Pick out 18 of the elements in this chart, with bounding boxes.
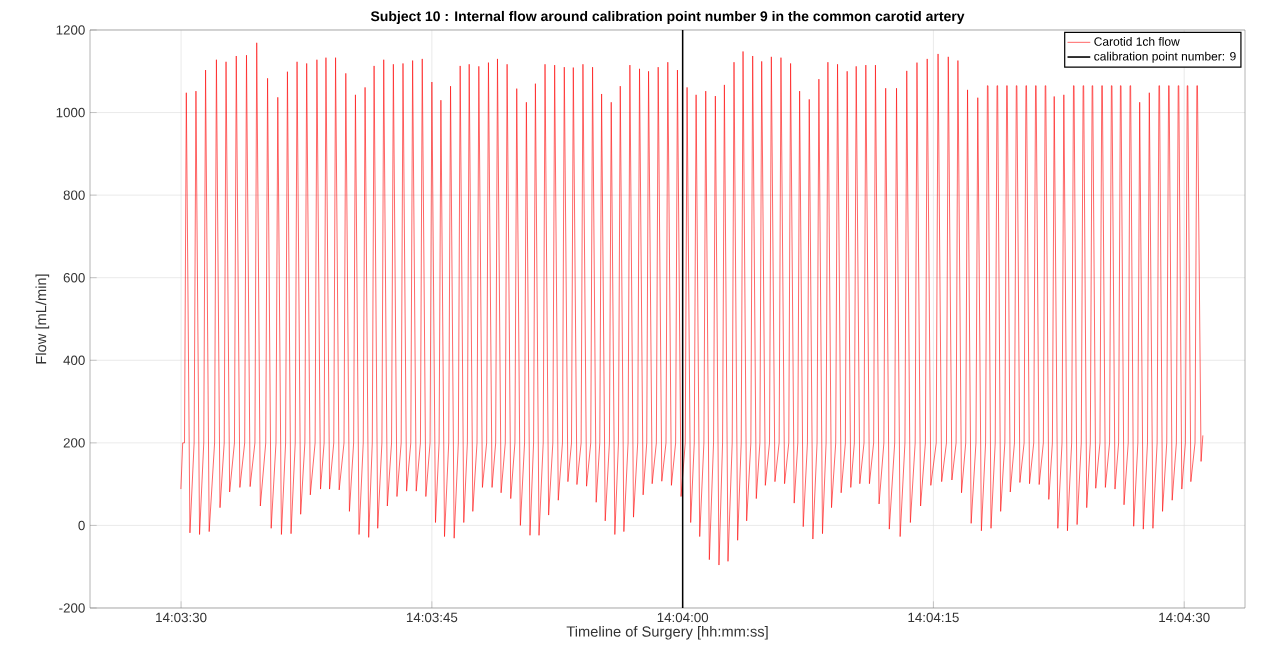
y-tick-label: 1200 xyxy=(56,25,85,35)
legend-label: Carotid 1ch flow xyxy=(1094,36,1180,46)
chart-title: Subject 10 : Internal flow around calibration point number 9 in the common carotid artery xyxy=(370,10,965,24)
y-tick-label: 1000 xyxy=(56,107,85,118)
y-tick-label: 400 xyxy=(63,355,85,365)
y-tick-label: -200 xyxy=(59,603,85,613)
y-axis-title: Flow [mL/min] xyxy=(35,274,50,364)
x-tick-label: 14:04:00 xyxy=(657,612,709,623)
y-tick-label: 800 xyxy=(63,190,85,200)
y-tick-label: 600 xyxy=(63,272,85,283)
x-axis-title: Timeline of Surgery [hh:mm:ss] xyxy=(566,625,768,640)
x-tick-label: 14:04:30 xyxy=(1159,612,1210,623)
x-tick-label: 14:03:30 xyxy=(156,612,207,623)
x-tick-label: 14:04:15 xyxy=(908,612,959,623)
y-tick-label: 200 xyxy=(63,438,85,448)
y-tick-label: 0 xyxy=(78,520,85,531)
x-tick-label: 14:03:45 xyxy=(406,612,458,623)
legend-label: calibration point number: 9 xyxy=(1094,51,1236,63)
